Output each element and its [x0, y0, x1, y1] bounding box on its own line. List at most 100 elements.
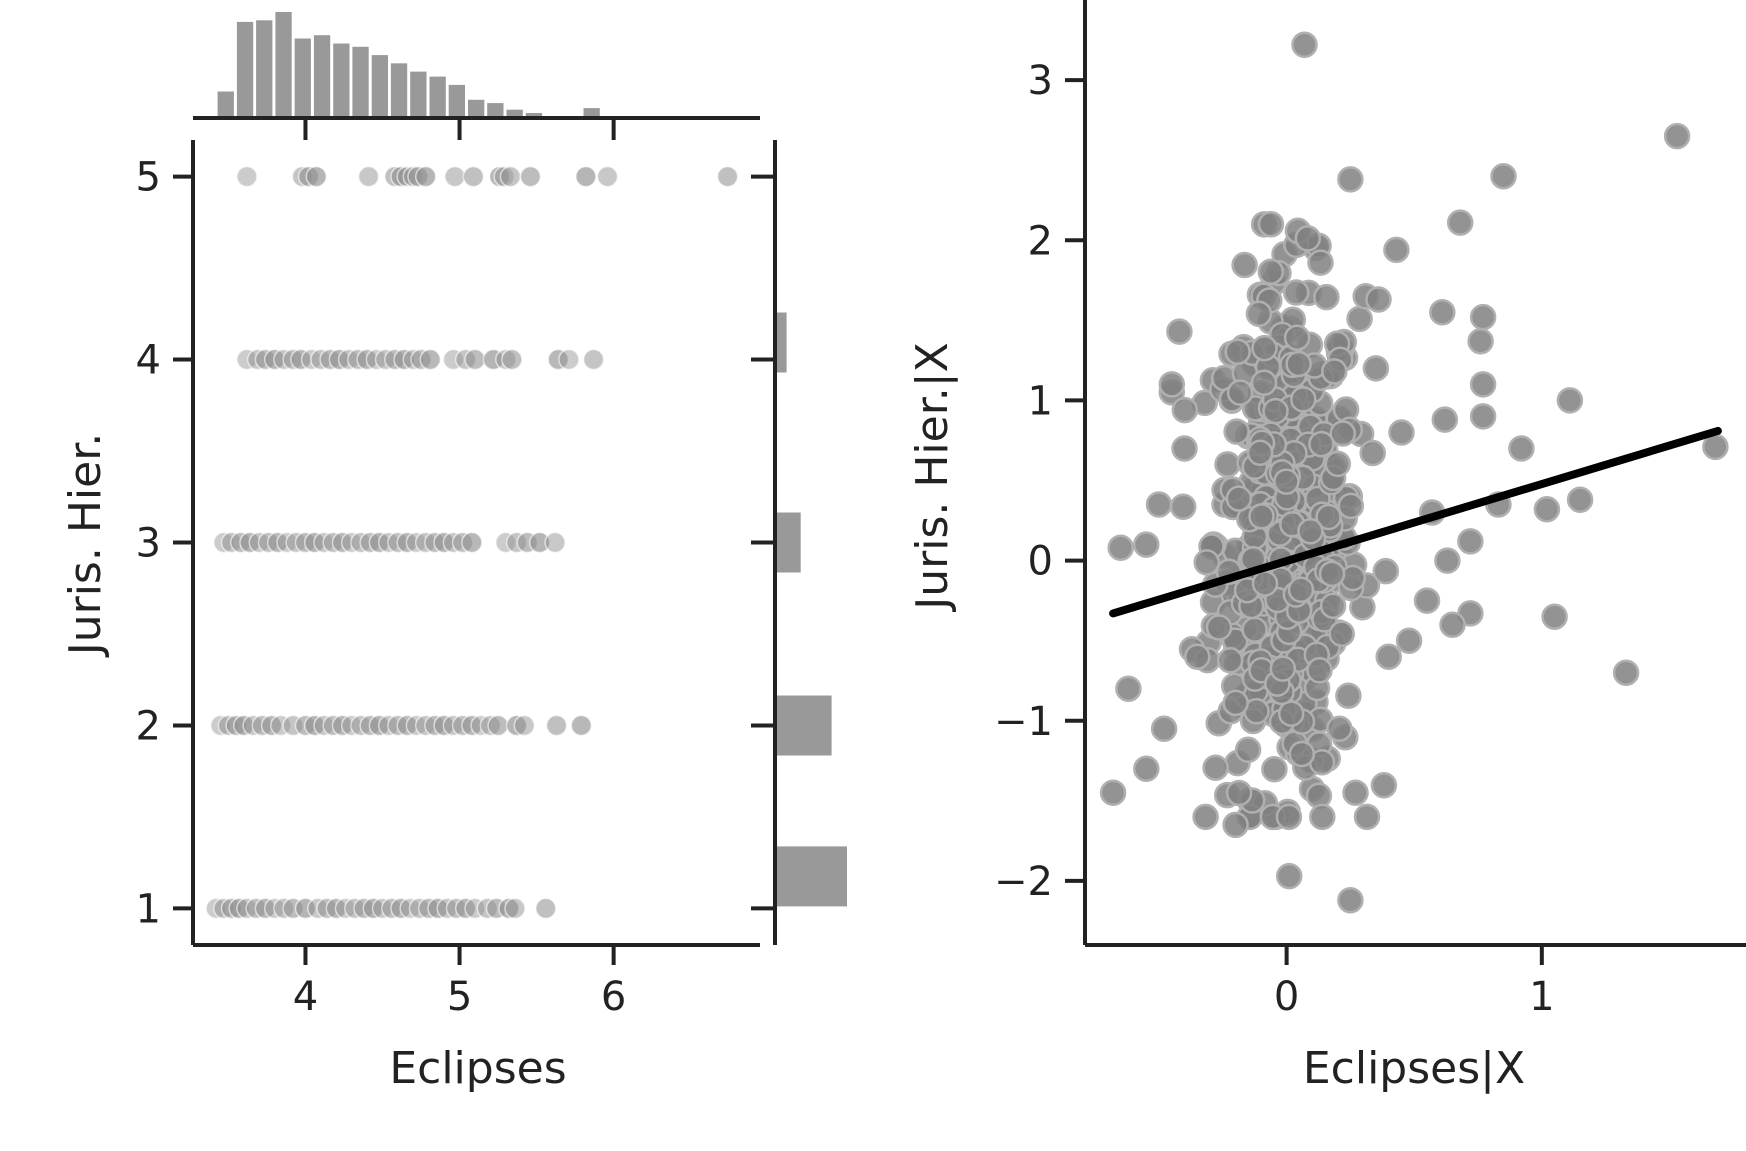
partial-regression-point — [1388, 419, 1415, 446]
joint-scatter-point — [464, 348, 486, 371]
marginal-x-bar — [313, 35, 331, 119]
partial-regression-point — [1315, 503, 1342, 531]
marginal-x-bar — [506, 109, 523, 118]
partial-regression-point — [1158, 371, 1186, 398]
partial-regression-point — [1467, 327, 1494, 355]
partial-regression-point — [1166, 318, 1193, 345]
partial-regression-point — [1663, 122, 1691, 150]
partial-regression-point — [1566, 486, 1594, 513]
marginal-x-bar — [525, 113, 543, 118]
partial-regression-point — [1533, 496, 1561, 523]
partial-y-tick-label: 0 — [1028, 539, 1053, 585]
partial-regression-point — [1328, 620, 1355, 648]
partial-regression-point — [1612, 659, 1640, 686]
joint-scatter-point — [260, 714, 283, 737]
partial-regression-point — [1365, 286, 1392, 313]
partial-regression-point — [1297, 518, 1324, 545]
joint-scatter-point — [501, 348, 523, 371]
partial-regression-point — [1431, 406, 1459, 433]
partial-regression-point — [1261, 755, 1288, 783]
partial-regression-point — [1326, 715, 1353, 742]
partial-regression-point — [1413, 587, 1441, 614]
joint-scatter-point — [419, 348, 442, 371]
partial-y-tick-label: −1 — [994, 699, 1053, 745]
partial-regression-point — [1223, 418, 1250, 445]
partial-regression-point — [1434, 547, 1461, 574]
partial-regression-point — [1508, 435, 1535, 462]
partial-regression-point — [1702, 433, 1729, 461]
partial-regression-point — [1246, 439, 1274, 467]
marginal-x-bar — [429, 76, 446, 118]
partial-regression-point — [1337, 166, 1364, 193]
partial-regression-point — [1257, 258, 1285, 285]
partial-regression-point — [1275, 803, 1303, 831]
partial-regression-point — [1257, 210, 1285, 238]
partial-regression-point — [1250, 369, 1278, 396]
partial-regression-point — [1251, 334, 1278, 362]
joint-scatter-point — [499, 165, 522, 188]
partial-regression-point — [1370, 772, 1398, 799]
partial-regression-axes: 0 1 −2 −1 0 1 2 3 — [994, 0, 1746, 1020]
partial-regression-point — [1282, 279, 1310, 306]
partial-regression-point — [1150, 715, 1178, 743]
joint-scatter-point — [575, 165, 597, 188]
partial-regression-point — [1556, 387, 1584, 414]
partial-regression-point — [1269, 655, 1297, 682]
joint-y-axis-label: Juris. Hier. — [60, 433, 111, 659]
partial-regression-point — [1225, 779, 1253, 807]
marginal-x-bar — [468, 99, 485, 118]
joint-scatter-point — [414, 165, 437, 188]
joint-scatter-point — [570, 714, 593, 737]
partial-regression-point — [1115, 675, 1142, 702]
joint-scatter-point — [444, 165, 466, 188]
partial-regression-point — [1288, 740, 1316, 768]
marginal-y-bar — [775, 312, 787, 373]
partial-regression-point — [1169, 493, 1197, 520]
marginal-x-bar — [583, 108, 600, 118]
partial-regression-point — [1277, 700, 1305, 727]
joint-scatter-point — [504, 897, 526, 920]
partial-regression-point — [1313, 283, 1340, 311]
joint-scatter-point — [462, 165, 485, 188]
joint-scatter-point — [558, 348, 580, 371]
joint-plot-panel: 4 5 6 1 2 3 4 5 Eclipses Juris. Hier. — [60, 140, 760, 1094]
joint-x-tick-label: 4 — [293, 974, 318, 1020]
partial-regression-point — [1248, 503, 1275, 530]
partial-regression-point — [1490, 162, 1517, 190]
marginal-x-bar — [217, 91, 234, 118]
joint-scatter-point — [305, 165, 328, 188]
partial-regression-point — [1306, 657, 1333, 684]
marginal-x-bar — [256, 20, 273, 118]
partial-regression-point — [1133, 531, 1160, 558]
marginal-y-bar — [775, 512, 801, 573]
partial-x-axis-label: Eclipses|X — [1303, 1043, 1525, 1094]
joint-y-tick-label: 2 — [136, 703, 161, 749]
partial-y-tick-label: 1 — [1028, 378, 1053, 424]
marginal-x-bar — [371, 55, 388, 118]
partial-regression-point — [1324, 450, 1352, 478]
partial-regression-point — [1107, 534, 1134, 562]
partial-regression-point — [1251, 570, 1279, 597]
partial-regression-point — [1309, 803, 1336, 831]
joint-scatter-point — [716, 165, 739, 188]
partial-regression-point — [1205, 614, 1233, 641]
partial-regression-point — [1337, 492, 1365, 520]
partial-regression-point — [1469, 403, 1497, 430]
partial-regression-point — [1202, 754, 1229, 781]
partial-regression-point — [1291, 31, 1318, 59]
partial-regression-points — [1099, 31, 1729, 914]
joint-scatter-point — [535, 897, 557, 920]
partial-regression-point — [1099, 779, 1127, 807]
joint-scatter-point — [596, 165, 619, 188]
partial-regression-point — [1275, 862, 1303, 890]
joint-scatter-point — [357, 165, 380, 188]
joint-scatter-point — [294, 897, 317, 920]
marginal-y-bar — [775, 846, 847, 907]
partial-x-tick-label: 0 — [1274, 974, 1299, 1020]
partial-regression-point — [1308, 430, 1335, 458]
marginal-x-bar — [410, 71, 427, 118]
partial-regression-point — [1262, 397, 1289, 425]
marginal-x-bar — [236, 21, 254, 118]
partial-regression-point — [1395, 627, 1423, 654]
